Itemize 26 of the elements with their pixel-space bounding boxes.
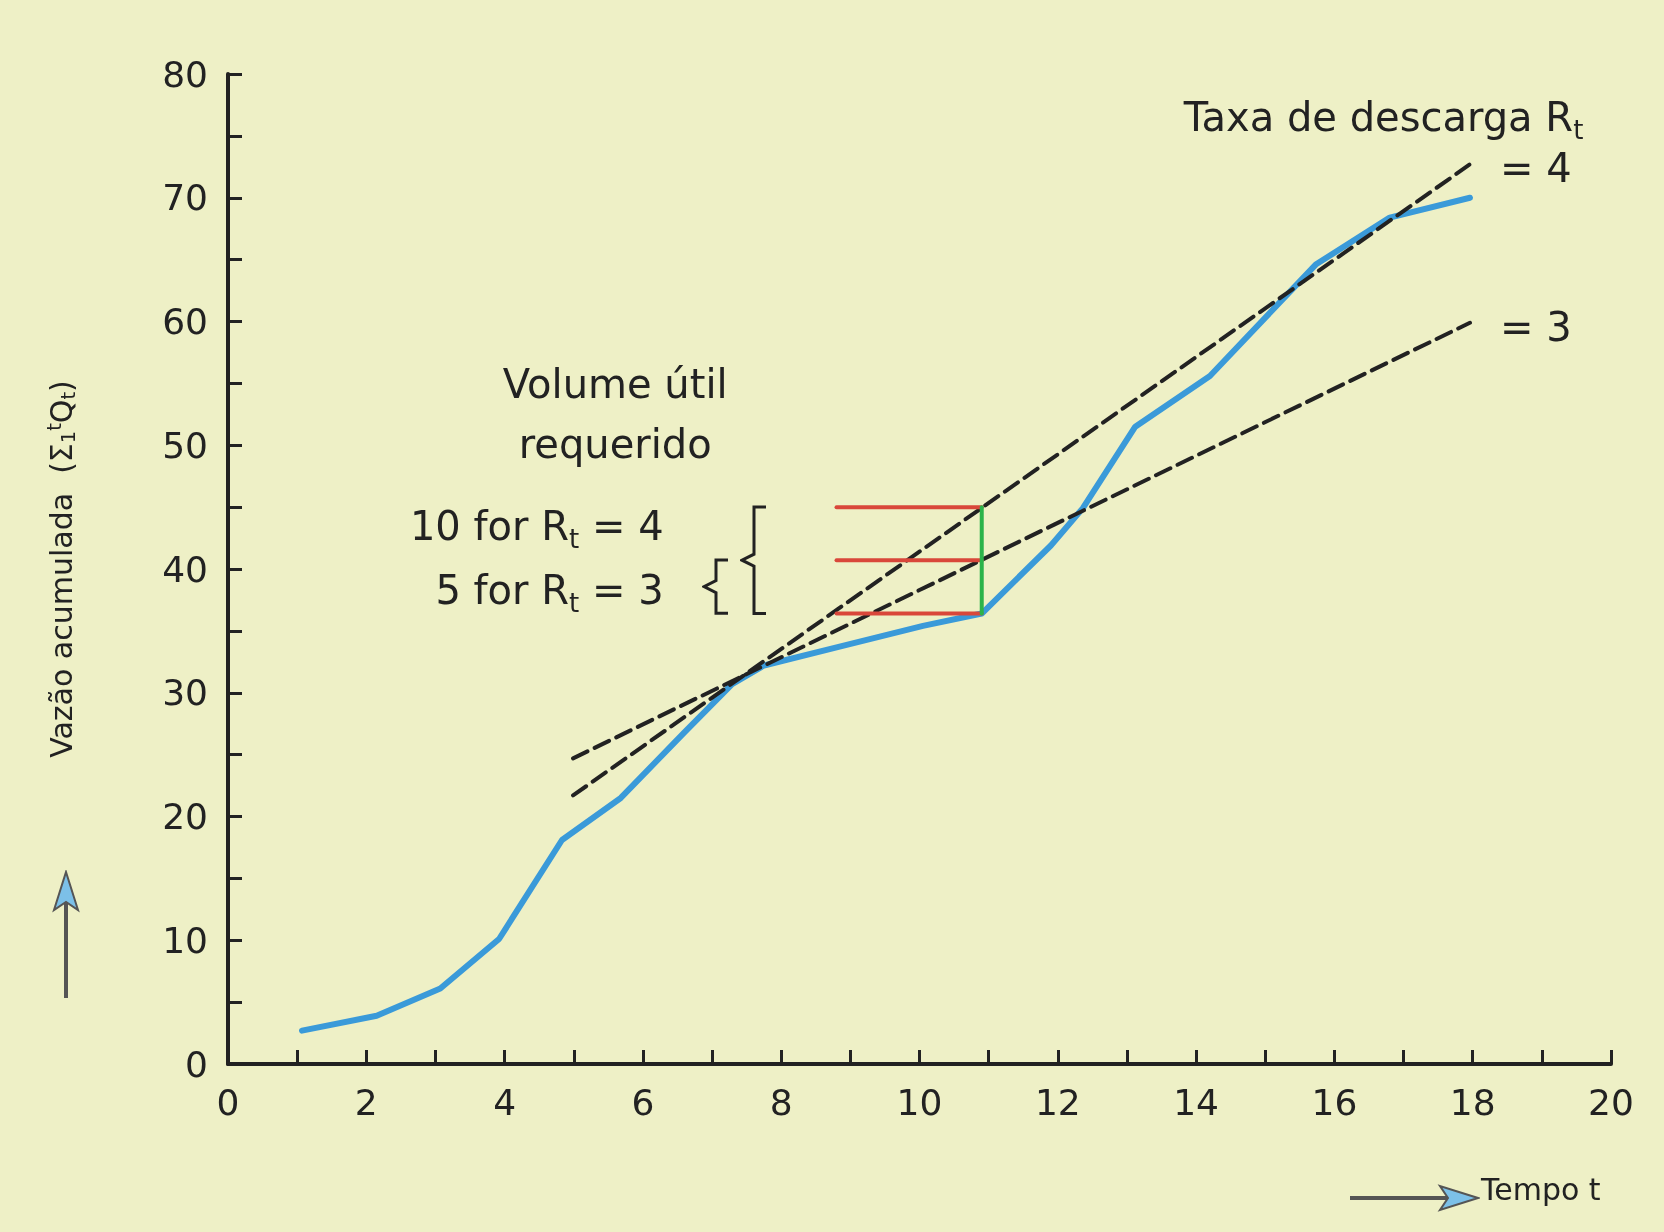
x-tick-label: 20 xyxy=(1588,1081,1634,1123)
x-tick-label: 14 xyxy=(1173,1081,1220,1123)
y-tick-label: 70 xyxy=(162,177,208,219)
y-tick-label: 0 xyxy=(185,1043,208,1085)
x-tick-label: 4 xyxy=(493,1081,517,1123)
y-tick-label: 20 xyxy=(162,796,208,837)
x-tick-label: 8 xyxy=(769,1081,793,1123)
x-tick-label: 16 xyxy=(1311,1081,1358,1123)
y-tick-label: 40 xyxy=(162,548,208,590)
annotation: = 3 xyxy=(1499,302,1572,352)
x-tick-label: 2 xyxy=(354,1081,378,1123)
x-tick-label: 12 xyxy=(1034,1081,1081,1123)
annotation: 5 for R$_{t}$ = 3 xyxy=(435,566,664,621)
annotation: Volume útil requerido xyxy=(501,360,729,470)
y-tick-label: 80 xyxy=(162,53,208,95)
y-tick-label: 10 xyxy=(162,919,208,961)
y-axis-title: Vazão acumulada (Σ1tQt) xyxy=(43,380,80,758)
x-tick-label: 10 xyxy=(896,1081,943,1123)
x-axis-title: Tempo t xyxy=(1480,1171,1601,1207)
x-tick-label: 6 xyxy=(631,1081,655,1123)
y-tick-label: 50 xyxy=(162,424,208,466)
y-tick-label: 30 xyxy=(162,672,208,714)
x-tick-label: 18 xyxy=(1449,1081,1496,1123)
x-tick-label: 0 xyxy=(216,1081,240,1123)
annotation: 10 for R$_{t}$ = 4 xyxy=(409,501,664,556)
y-tick-label: 60 xyxy=(162,301,208,342)
